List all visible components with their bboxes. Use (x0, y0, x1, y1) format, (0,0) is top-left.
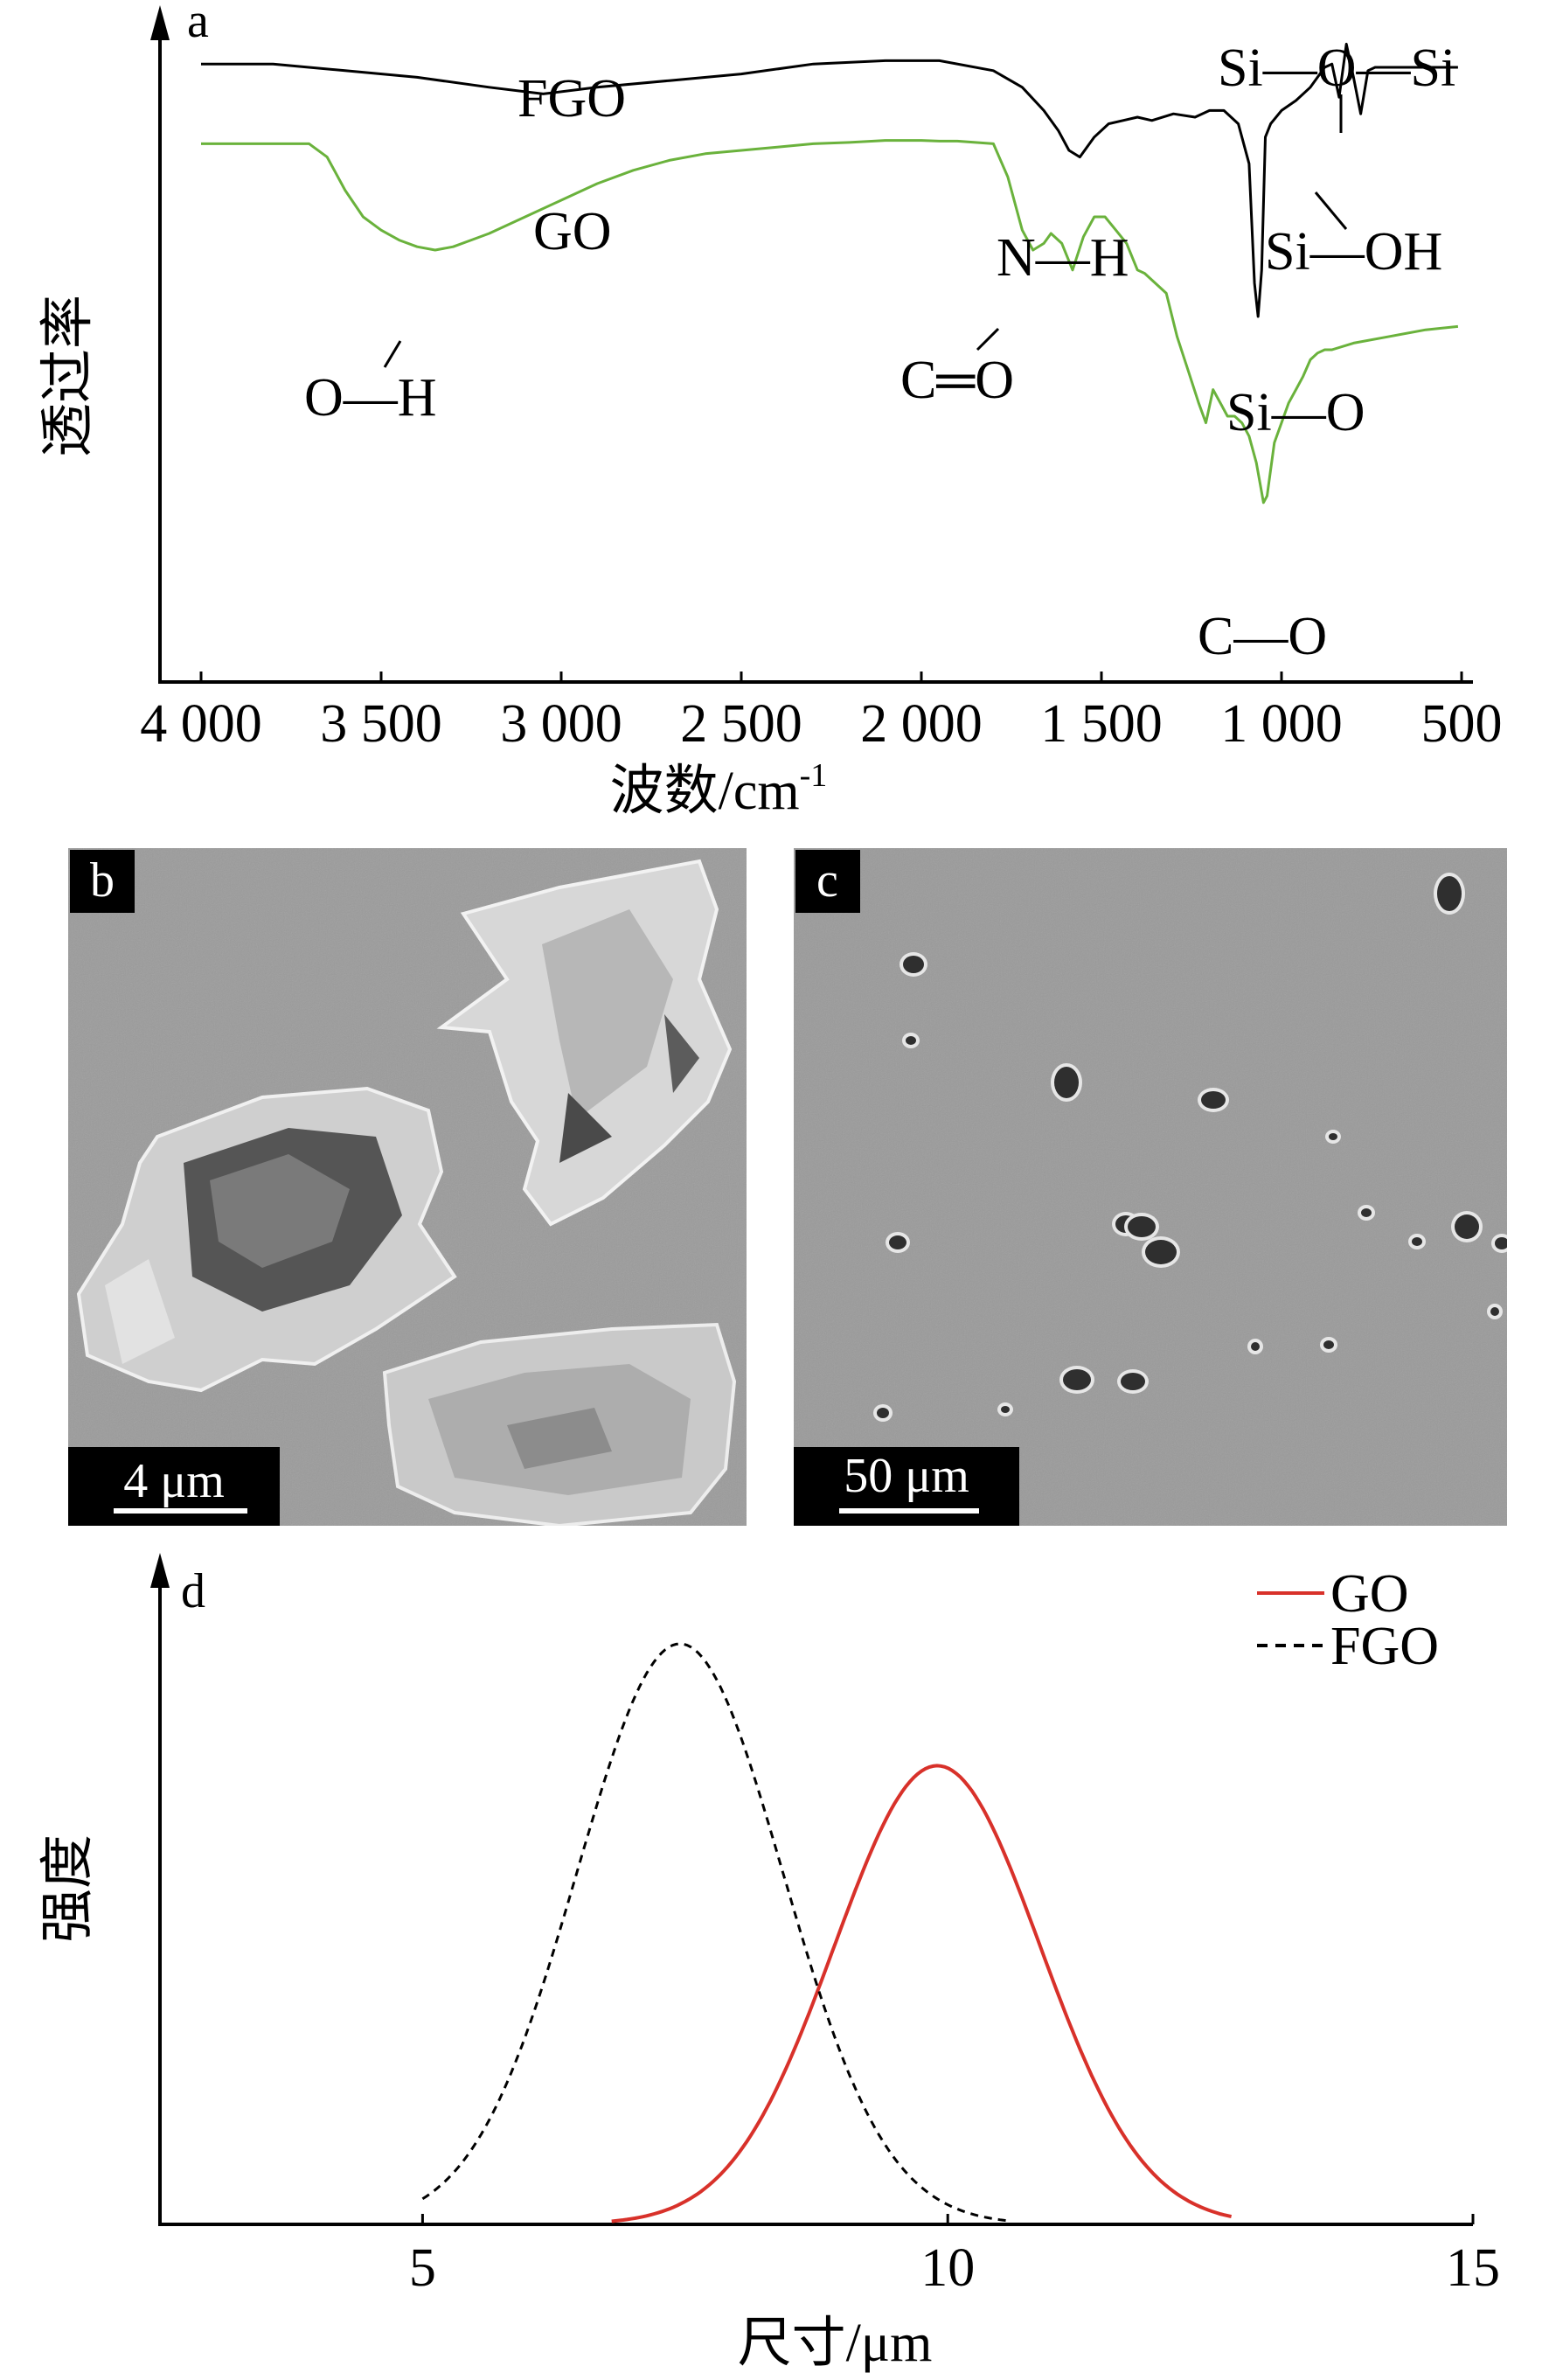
x-tick-label: 5 (409, 2238, 436, 2298)
go-flake-left (76, 1086, 457, 1393)
particle (1437, 876, 1462, 911)
particle (1001, 1406, 1010, 1413)
panel-b-scalebar-text: 4 μm (123, 1454, 225, 1508)
panel-a-x-ticks: 4 000 3 500 3 000 2 500 2 000 1 500 1 000 500 (140, 672, 1503, 754)
annotation-co: C—O (1198, 607, 1327, 666)
particle (1490, 1307, 1499, 1316)
legend-fgo-label: FGO (1330, 1617, 1439, 1676)
x-tick-label: 15 (1446, 2238, 1500, 2298)
series-line-go (611, 1764, 1233, 2223)
particle (1329, 1133, 1337, 1140)
x-tick-label: 10 (920, 2238, 975, 2298)
particle (1455, 1214, 1479, 1239)
annotation-sio: Si—O (1226, 383, 1365, 442)
panel-a-xlabel: 波数/cm-1 (610, 757, 828, 821)
annotation-nh: N—H (997, 228, 1129, 288)
panel-d-label: d (181, 1564, 205, 1618)
panel-d-legend: GO FGO (1257, 1564, 1439, 1676)
particle (1145, 1240, 1177, 1264)
annotation-fgo: FGO (517, 69, 626, 129)
x-tick-label: 1 500 (1040, 694, 1163, 754)
panel-d-distribution: d 5 10 15 GO FGO 尺寸/μm 强度 (38, 1553, 1500, 2373)
panel-c-sem: c 50 μm (794, 848, 1507, 1526)
panel-a-ylabel: 透过率 (38, 295, 98, 457)
particle (1323, 1340, 1334, 1349)
series-line-fgo (201, 42, 1458, 318)
particle (1361, 1208, 1372, 1217)
x-tick-label: 3 500 (320, 694, 442, 754)
panel-a-label: a (187, 0, 209, 48)
go-flake-upper-right (436, 859, 733, 1227)
particle (1063, 1369, 1091, 1390)
x-tick-label: 2 000 (860, 694, 983, 754)
particle (1201, 1091, 1226, 1109)
panel-d-xlabel: 尺寸/μm (738, 2314, 933, 2373)
x-tick-label: 1 000 (1220, 694, 1343, 754)
series-line-go (201, 139, 1459, 505)
annotation-siosi: Si—O—Si (1218, 38, 1455, 98)
series-line-fgo (421, 1642, 1011, 2223)
panel-c-particles (873, 873, 1507, 1422)
panel-d-series (421, 1642, 1233, 2223)
x-tick-label: 2 500 (680, 694, 802, 754)
annotation-sioh: Si—OH (1265, 222, 1442, 282)
panel-d-x-ticks: 5 10 15 (409, 2214, 1500, 2298)
annotation-co-double: C═O (900, 351, 1014, 410)
particle (889, 1235, 906, 1249)
panel-a-series (201, 42, 1459, 505)
panel-b-label: b (90, 853, 115, 908)
annotation-oh-leader (383, 340, 402, 368)
annotation-co-double-leader (976, 327, 1000, 351)
particle (1412, 1237, 1422, 1246)
particle (1128, 1216, 1156, 1237)
go-flake-bottom (382, 1322, 737, 1526)
particle (1121, 1373, 1145, 1390)
panel-c-label-box (795, 850, 860, 913)
panel-c-scalebar-text: 50 μm (844, 1449, 969, 1503)
x-tick-label: 500 (1421, 694, 1503, 754)
legend-go-label: GO (1330, 1564, 1409, 1624)
particle (903, 956, 924, 973)
particle (1251, 1342, 1260, 1351)
panel-a-y-arrow (150, 5, 170, 40)
annotation-oh: O—H (304, 368, 437, 428)
panel-d-y-arrow (150, 1553, 170, 1588)
x-tick-label: 3 000 (500, 694, 622, 754)
particle (1054, 1067, 1079, 1098)
particle (877, 1408, 889, 1418)
panel-c-texture (794, 848, 1507, 1526)
panel-b-label-box (70, 850, 135, 913)
panel-d-ylabel: 强度 (38, 1834, 98, 1943)
particle (1495, 1237, 1507, 1249)
particle (906, 1036, 916, 1045)
panel-b-sem: b 4 μm (68, 848, 747, 1526)
annotation-sioh-leader (1314, 191, 1348, 230)
annotation-go: GO (533, 202, 612, 261)
x-tick-label: 4 000 (140, 694, 262, 754)
panel-c-label: c (816, 853, 838, 908)
panel-a-ftir: a 4 000 3 500 3 000 2 500 2 000 1 500 1 000 500… (38, 0, 1503, 821)
